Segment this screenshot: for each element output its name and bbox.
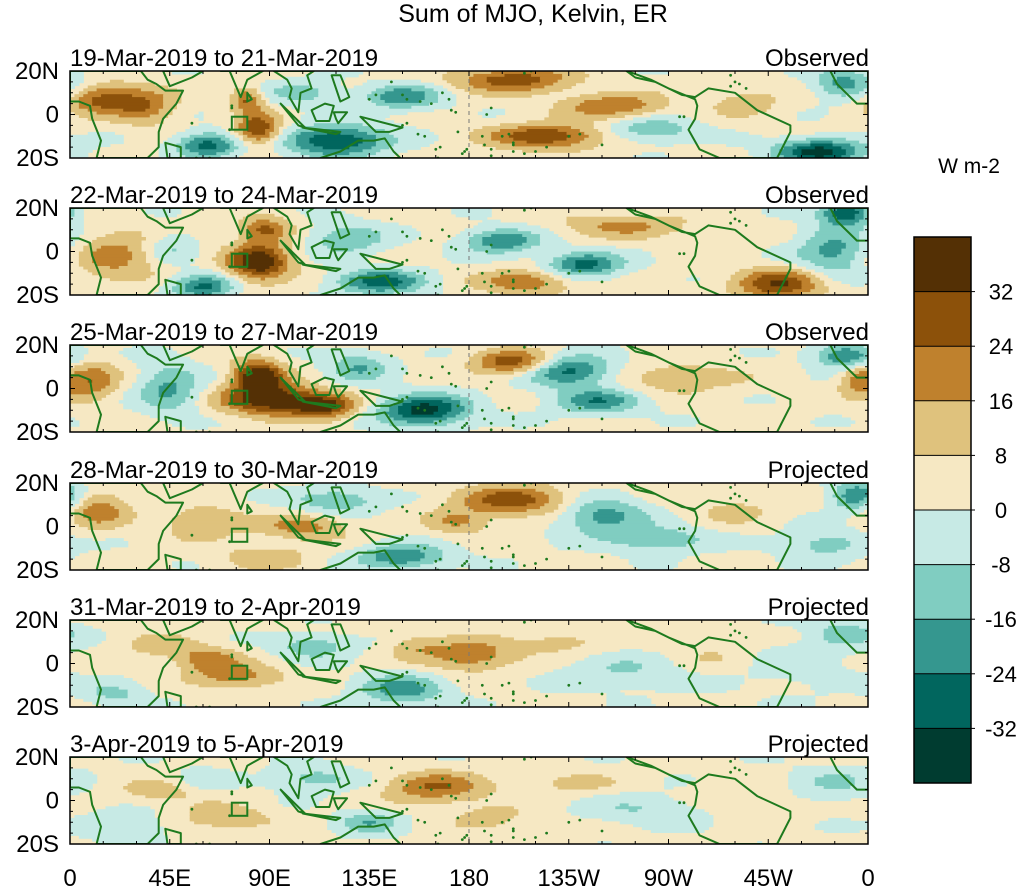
- y-tick-label: 20S: [16, 282, 59, 309]
- panel-2: 20N 0 20S 22-Mar-2019 to 24-Mar-2019 Observe…: [15, 182, 869, 309]
- y-tick-label: 20S: [16, 145, 59, 172]
- panel-1: 20N 0 20S 19-Mar-2019 to 21-Mar-2019 Observe…: [15, 45, 869, 172]
- y-tick-label: 20N: [15, 332, 59, 359]
- colorbar-swatch: [914, 728, 971, 784]
- panel-4: 20N 0 20S 28-Mar-2019 to 30-Mar-2019 Project…: [15, 457, 869, 584]
- panel-6: 20N 0 20S 3-Apr-2019 to 5-Apr-2019 Projected: [15, 731, 869, 858]
- chart-title: Sum of MJO, Kelvin, ER: [398, 0, 668, 28]
- y-tick-label: 20N: [15, 470, 59, 497]
- x-tick-label: 45W: [744, 865, 794, 889]
- panel-period-label: 25-Mar-2019 to 27-Mar-2019: [70, 319, 378, 346]
- coastlines: [70, 71, 868, 158]
- coastlines: [70, 620, 868, 707]
- x-tick-label: 45E: [148, 865, 191, 889]
- panel-type-label: Projected: [768, 731, 869, 758]
- colorbar-label: W m-2: [938, 155, 1000, 178]
- colorbar-tick-label: 16: [989, 389, 1013, 414]
- colorbar-tick-label: 8: [995, 443, 1007, 468]
- olr-anomaly-field: [70, 208, 868, 295]
- panel-period-label: 22-Mar-2019 to 24-Mar-2019: [70, 182, 378, 209]
- colorbar-swatch: [914, 455, 971, 511]
- olr-anomaly-field: [70, 757, 868, 844]
- colorbar-swatch: [914, 346, 971, 402]
- panel-3: 20N 0 20S 25-Mar-2019 to 27-Mar-2019 Observe…: [15, 319, 869, 446]
- y-tick-label: 20N: [15, 607, 59, 634]
- colorbar-swatch: [914, 291, 971, 347]
- colorbar-tick-label: -24: [985, 662, 1017, 687]
- x-tick-label: 0: [861, 865, 874, 889]
- panel-5: 20N 0 20S 31-Mar-2019 to 2-Apr-2019 Projecte…: [15, 594, 869, 721]
- colorbar: 32 24 16 8 0 -8 -16 -24 -32: [913, 236, 1017, 784]
- olr-anomaly-field: [70, 71, 868, 158]
- coastlines: [70, 345, 868, 432]
- y-tick-label: 0: [46, 651, 59, 678]
- panel-type-label: Projected: [768, 457, 869, 484]
- colorbar-swatch: [914, 400, 971, 456]
- y-tick-label: 20S: [16, 694, 59, 721]
- panel-period-label: 19-Mar-2019 to 21-Mar-2019: [70, 45, 378, 72]
- x-tick-label: 180: [449, 865, 489, 889]
- x-tick-label: 135W: [537, 865, 600, 889]
- y-tick-label: 0: [46, 102, 59, 129]
- panel-period-label: 31-Mar-2019 to 2-Apr-2019: [70, 594, 361, 621]
- panel-type-label: Observed: [765, 45, 869, 72]
- x-tick-label: 90W: [644, 865, 694, 889]
- colorbar-swatch: [914, 619, 971, 675]
- coastlines: [70, 208, 868, 295]
- colorbar-swatch: [914, 237, 971, 292]
- colorbar-tick-label: 32: [989, 280, 1013, 305]
- panel-type-label: Observed: [765, 319, 869, 346]
- panel-period-label: 3-Apr-2019 to 5-Apr-2019: [70, 731, 344, 758]
- colorbar-swatch: [914, 673, 971, 729]
- panels-group: 20N 0 20S 19-Mar-2019 to 21-Mar-2019 Observe…: [15, 45, 869, 858]
- colorbar-tick-label: 0: [995, 498, 1007, 523]
- x-axis: 0 45E 90E 135E 180 135W 90W 45W 0: [63, 865, 874, 889]
- y-tick-label: 0: [46, 239, 59, 266]
- y-tick-label: 0: [46, 514, 59, 541]
- y-tick-label: 20S: [16, 831, 59, 858]
- x-tick-label: 90E: [248, 865, 291, 889]
- panel-period-label: 28-Mar-2019 to 30-Mar-2019: [70, 457, 378, 484]
- x-tick-label: 135E: [341, 865, 397, 889]
- coastlines: [70, 757, 868, 844]
- y-tick-label: 20S: [16, 557, 59, 584]
- y-tick-label: 0: [46, 376, 59, 403]
- colorbar-tick-label: -8: [991, 553, 1011, 578]
- x-tick-label: 0: [63, 865, 76, 889]
- y-tick-label: 20S: [16, 419, 59, 446]
- y-tick-label: 20N: [15, 195, 59, 222]
- colorbar-swatch: [914, 510, 971, 565]
- colorbar-tick-label: -32: [985, 716, 1017, 741]
- y-tick-label: 20N: [15, 58, 59, 85]
- y-tick-label: 20N: [15, 744, 59, 771]
- colorbar-tick-label: 24: [989, 334, 1013, 359]
- coastlines: [70, 483, 868, 570]
- colorbar-swatch: [914, 564, 971, 620]
- panel-type-label: Observed: [765, 182, 869, 209]
- panel-type-label: Projected: [768, 594, 869, 621]
- y-tick-label: 0: [46, 788, 59, 815]
- colorbar-tick-label: -16: [985, 607, 1017, 632]
